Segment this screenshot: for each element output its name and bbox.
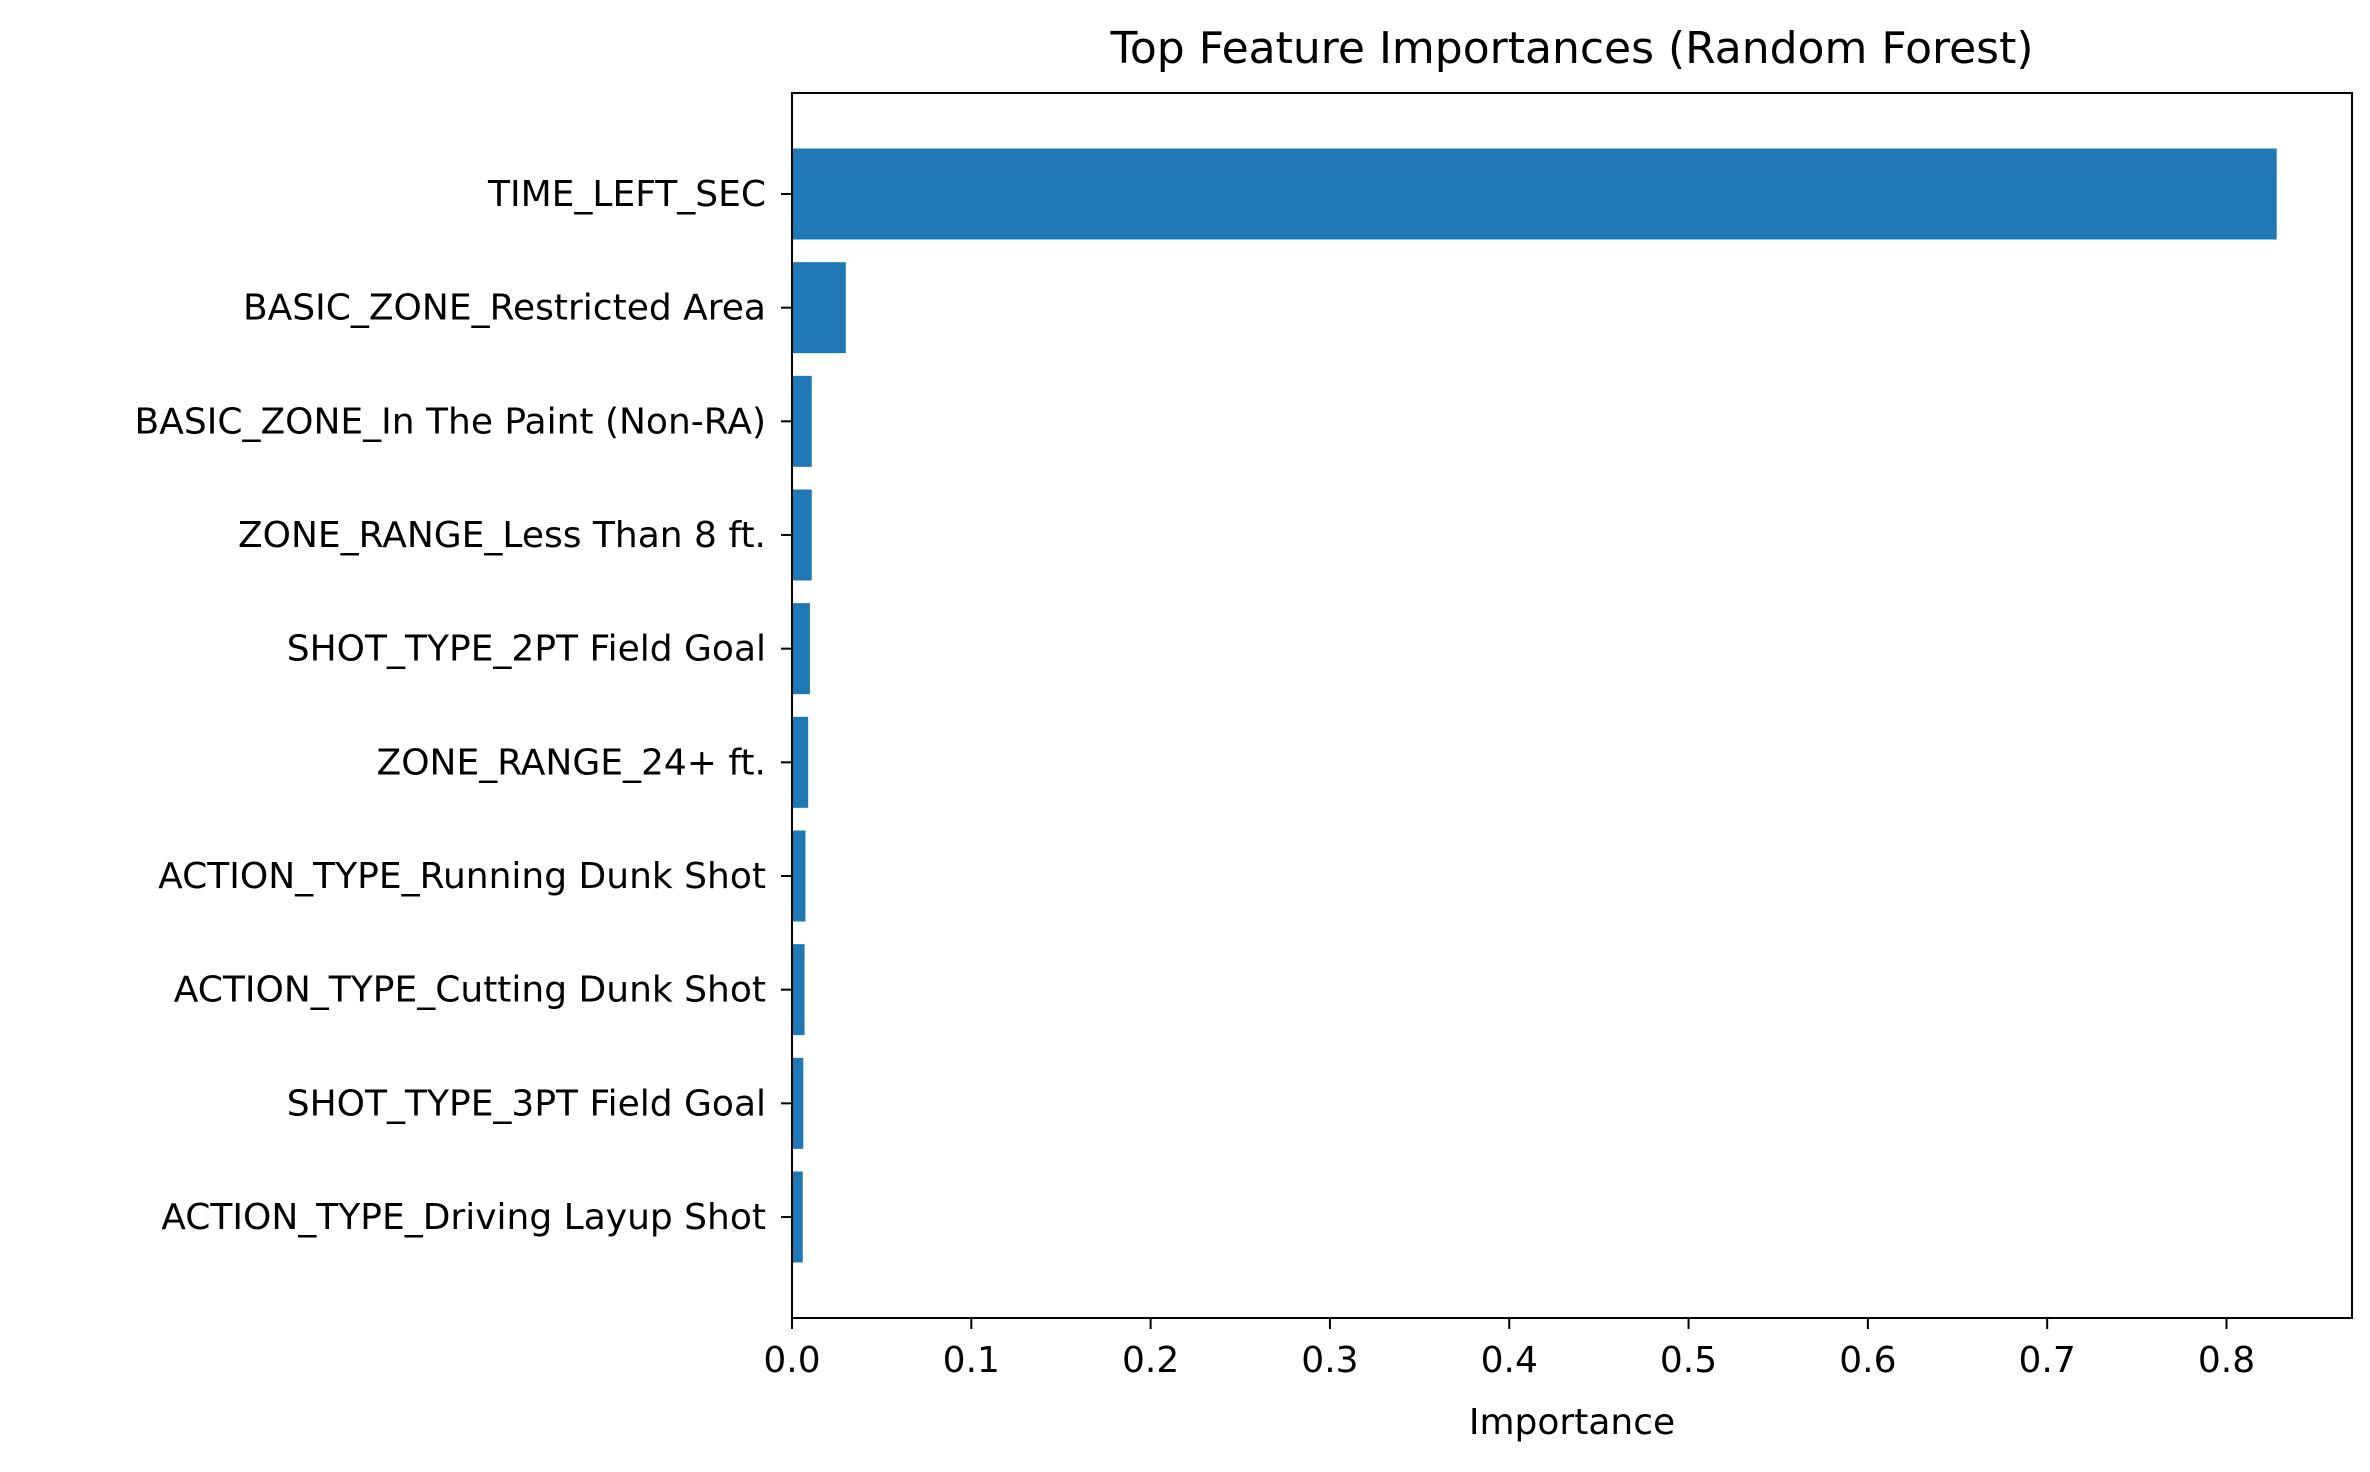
y-tick-label: BASIC_ZONE_Restricted Area xyxy=(243,288,766,329)
y-axis-ticks: TIME_LEFT_SEC BASIC_ZONE_Restricted Area B… xyxy=(135,174,792,1238)
y-tick-label: ACTION_TYPE_Cutting Dunk Shot xyxy=(174,970,766,1011)
x-tick-label: 0.5 xyxy=(1660,1340,1717,1381)
y-tick-label: SHOT_TYPE_3PT Field Goal xyxy=(287,1083,766,1124)
bar-6 xyxy=(792,830,806,922)
x-axis-ticks: 0.0 0.1 0.2 0.3 0.4 0.5 0.6 0.7 0.8 xyxy=(763,1318,2255,1381)
bars-layer xyxy=(792,148,2277,1263)
plot-area-frame xyxy=(791,92,2353,1319)
x-tick-label: 0.6 xyxy=(1839,1340,1896,1381)
x-tick-label: 0.4 xyxy=(1481,1340,1538,1381)
y-tick-label: BASIC_ZONE_In The Paint (Non-RA) xyxy=(135,401,766,442)
bar-4 xyxy=(792,603,810,695)
x-tick-label: 0.3 xyxy=(1301,1340,1358,1381)
x-tick-label: 0.1 xyxy=(943,1340,1000,1381)
bar-1 xyxy=(792,262,846,354)
bar-8 xyxy=(792,1057,804,1149)
y-tick-label: ACTION_TYPE_Running Dunk Shot xyxy=(158,856,766,897)
bar-3 xyxy=(792,489,812,581)
bar-0 xyxy=(792,148,2277,240)
x-tick-label: 0.7 xyxy=(2019,1340,2076,1381)
y-tick-label: ACTION_TYPE_Driving Layup Shot xyxy=(161,1197,766,1238)
x-tick-label: 0.8 xyxy=(2198,1340,2255,1381)
y-tick-label: ZONE_RANGE_Less Than 8 ft. xyxy=(238,515,766,556)
bar-9 xyxy=(792,1171,803,1263)
x-axis-label: Importance xyxy=(1469,1402,1675,1443)
chart-title: Top Feature Importances (Random Forest) xyxy=(1109,23,2033,74)
bar-2 xyxy=(792,375,812,467)
bar-7 xyxy=(792,944,805,1036)
bar-5 xyxy=(792,716,809,808)
x-tick-label: 0.0 xyxy=(763,1340,820,1381)
x-tick-label: 0.2 xyxy=(1122,1340,1179,1381)
y-tick-label: ZONE_RANGE_24+ ft. xyxy=(377,742,766,783)
y-tick-label: TIME_LEFT_SEC xyxy=(487,174,766,215)
y-tick-label: SHOT_TYPE_2PT Field Goal xyxy=(287,629,766,670)
